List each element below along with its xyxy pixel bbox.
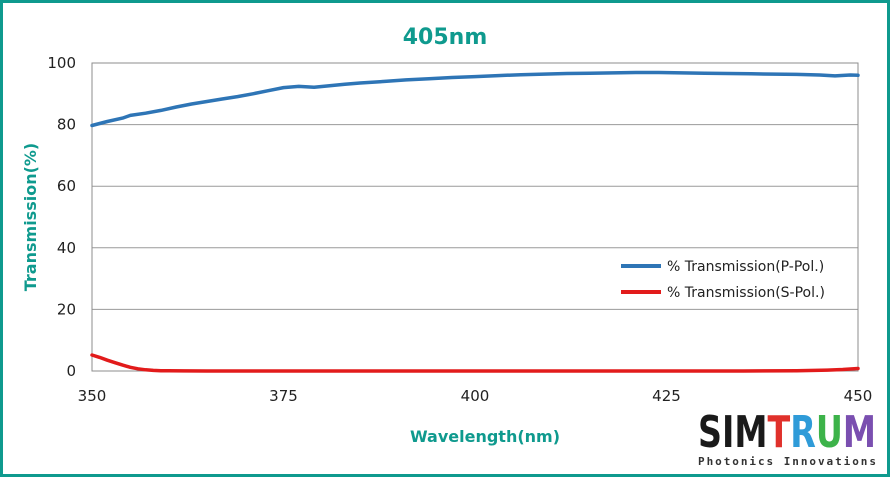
x-tick-label: 350 — [78, 387, 107, 405]
simtrum-logo: SIMTRUM Photonics Innovations — [698, 407, 876, 468]
x-tick-labels: 350 375 400 425 450 — [78, 387, 873, 405]
x-tick-label: 400 — [461, 387, 490, 405]
y-tick-label: 20 — [57, 300, 76, 318]
logo-tagline: Photonics Innovations — [698, 455, 876, 468]
legend-label-p-pol: % Transmission(P-Pol.) — [667, 259, 824, 275]
x-tick-label: 450 — [844, 387, 873, 405]
y-tick-labels: 0 20 40 60 80 100 — [47, 54, 76, 380]
series-line-s-pol — [90, 353, 860, 373]
gridlines — [92, 124, 858, 310]
series-layer — [90, 70, 860, 373]
legend-label-s-pol: % Transmission(S-Pol.) — [667, 285, 825, 301]
series-line-p-pol — [90, 70, 860, 128]
y-tick-label: 0 — [66, 362, 76, 380]
y-tick-label: 100 — [47, 54, 76, 72]
y-tick-label: 60 — [57, 177, 76, 195]
logo-wordmark: SIMTRUM — [698, 407, 876, 458]
legend: % Transmission(P-Pol.) % Transmission(S-… — [621, 259, 825, 301]
x-axis-title: Wavelength(nm) — [410, 427, 560, 446]
y-axis-title: Transmission(%) — [21, 143, 40, 291]
x-tick-label: 375 — [269, 387, 298, 405]
x-tick-label: 425 — [652, 387, 681, 405]
plot-area — [91, 62, 859, 372]
y-tick-label: 40 — [57, 239, 76, 257]
y-tick-label: 80 — [57, 116, 76, 134]
chart-title: 405nm — [403, 25, 488, 50]
